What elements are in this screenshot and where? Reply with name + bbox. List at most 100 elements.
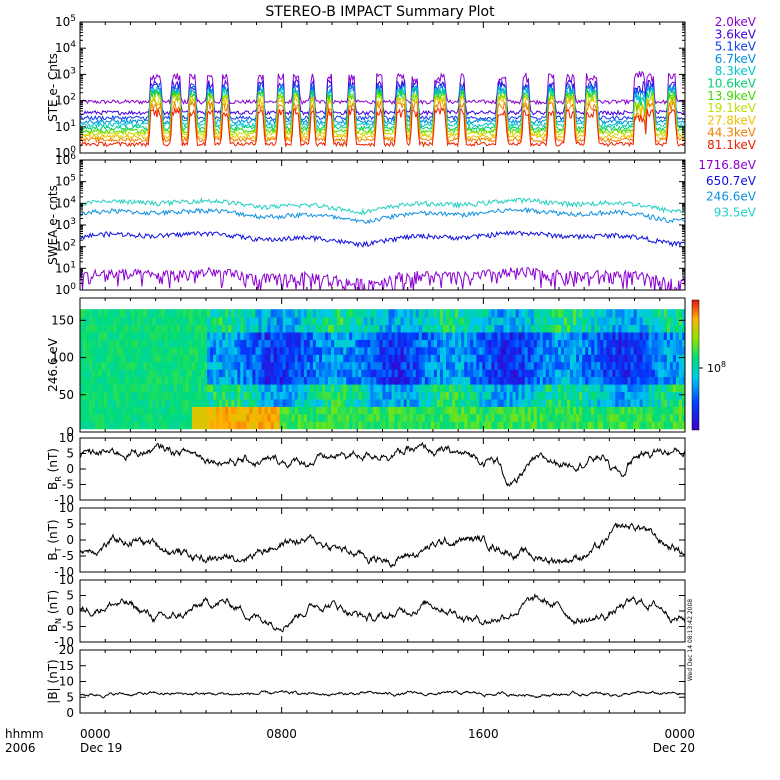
heatmap-cell (373, 383, 377, 392)
heatmap-cell (660, 383, 665, 392)
heatmap-cell (161, 338, 166, 348)
heatmap-cell (497, 391, 501, 400)
heatmap-cell (273, 361, 277, 370)
heatmap-cell (201, 376, 205, 385)
heatmap-cell (355, 346, 359, 355)
heatmap-cell (446, 376, 450, 385)
heatmap-cell (470, 331, 474, 340)
heatmap-cell (591, 413, 595, 422)
heatmap-cell (657, 391, 662, 400)
heatmap-cell (216, 391, 220, 400)
heatmap-cell (591, 405, 595, 415)
heatmap-cell (382, 420, 386, 430)
heatmap-cell (409, 376, 414, 385)
heatmap-cell (122, 316, 126, 325)
heatmap-cell (485, 361, 489, 370)
heatmap-cell (678, 405, 683, 415)
heatmap-cell (261, 405, 265, 415)
heatmap-cell (672, 316, 677, 325)
heatmap-cell (300, 391, 305, 400)
heatmap-cell (651, 368, 656, 378)
heatmap-cell (282, 338, 287, 348)
heatmap-cell (149, 361, 153, 370)
heatmap-cell (170, 383, 175, 392)
heatmap-cell (479, 324, 483, 333)
heatmap-cell (512, 361, 516, 370)
heatmap-cell (319, 346, 323, 355)
heatmap-cell (482, 338, 486, 348)
heatmap-cell (164, 383, 169, 392)
heatmap-cell (300, 361, 305, 370)
heatmap-cell (376, 316, 380, 325)
heatmap-cell (421, 398, 426, 407)
heatmap-cell (403, 391, 408, 400)
heatmap-cell (264, 316, 268, 325)
heatmap-cell (152, 353, 156, 363)
heatmap-cell (246, 331, 250, 340)
heatmap-cell (618, 405, 622, 415)
heatmap-cell (297, 316, 302, 325)
heatmap-cell (312, 383, 317, 392)
heatmap-cell (682, 338, 685, 348)
heatmap-cell (639, 368, 643, 378)
pad-ytick-label: 0 (66, 425, 74, 439)
heatmap-cell (403, 368, 408, 378)
heatmap-cell (382, 324, 386, 333)
heatmap-cell (509, 338, 513, 348)
heatmap-cell (660, 331, 665, 340)
heatmap-cell (173, 413, 178, 422)
heatmap-cell (143, 405, 147, 415)
heatmap-cell (648, 309, 653, 318)
heatmap-cell (337, 331, 341, 340)
heatmap-cell (291, 420, 296, 430)
heatmap-cell (443, 309, 447, 318)
heatmap-cell (322, 338, 326, 348)
heatmap-cell (110, 331, 114, 340)
heatmap-cell (352, 368, 356, 378)
heatmap-cell (449, 346, 453, 355)
heatmap-cell (291, 376, 296, 385)
heatmap-cell (660, 368, 665, 378)
heatmap-cell (657, 346, 662, 355)
heatmap-cell (361, 368, 365, 378)
heatmap-cell (343, 346, 347, 355)
heatmap-cell (473, 413, 477, 422)
heatmap-cell (397, 324, 401, 333)
heatmap-cell (421, 324, 426, 333)
heatmap-cell (461, 324, 465, 333)
heatmap-cell (373, 324, 377, 333)
heatmap-cell (479, 391, 483, 400)
heatmap-cell (500, 361, 504, 370)
heatmap-cell (512, 346, 516, 355)
heatmap-cell (191, 338, 196, 348)
heatmap-cell (663, 368, 668, 378)
heatmap-cell (530, 368, 535, 378)
bt-line (80, 522, 685, 569)
heatmap-cell (155, 391, 159, 400)
heatmap-cell (503, 368, 507, 378)
heatmap-cell (415, 383, 420, 392)
heatmap-cell (270, 361, 274, 370)
heatmap-cell (627, 324, 631, 333)
swea-ylabel: SWEA e- cnts (46, 185, 60, 265)
heatmap-cell (95, 383, 99, 392)
heatmap-cell (409, 316, 414, 325)
heatmap-cell (551, 368, 556, 378)
heatmap-cell (198, 391, 202, 400)
heatmap-cell (243, 391, 247, 400)
heatmap-cell (561, 376, 565, 385)
heatmap-cell (436, 316, 441, 325)
heatmap-cell (682, 361, 685, 370)
heatmap-cell (294, 391, 299, 400)
heatmap-cell (412, 391, 417, 400)
heatmap-cell (449, 353, 453, 363)
heatmap-cell (491, 376, 495, 385)
heatmap-cell (379, 309, 383, 318)
heatmap-cell (400, 391, 404, 400)
heatmap-cell (346, 346, 350, 355)
heatmap-cell (436, 398, 441, 407)
heatmap-cell (482, 376, 486, 385)
heatmap-cell (473, 331, 477, 340)
heatmap-cell (624, 376, 628, 385)
heatmap-cell (582, 324, 586, 333)
